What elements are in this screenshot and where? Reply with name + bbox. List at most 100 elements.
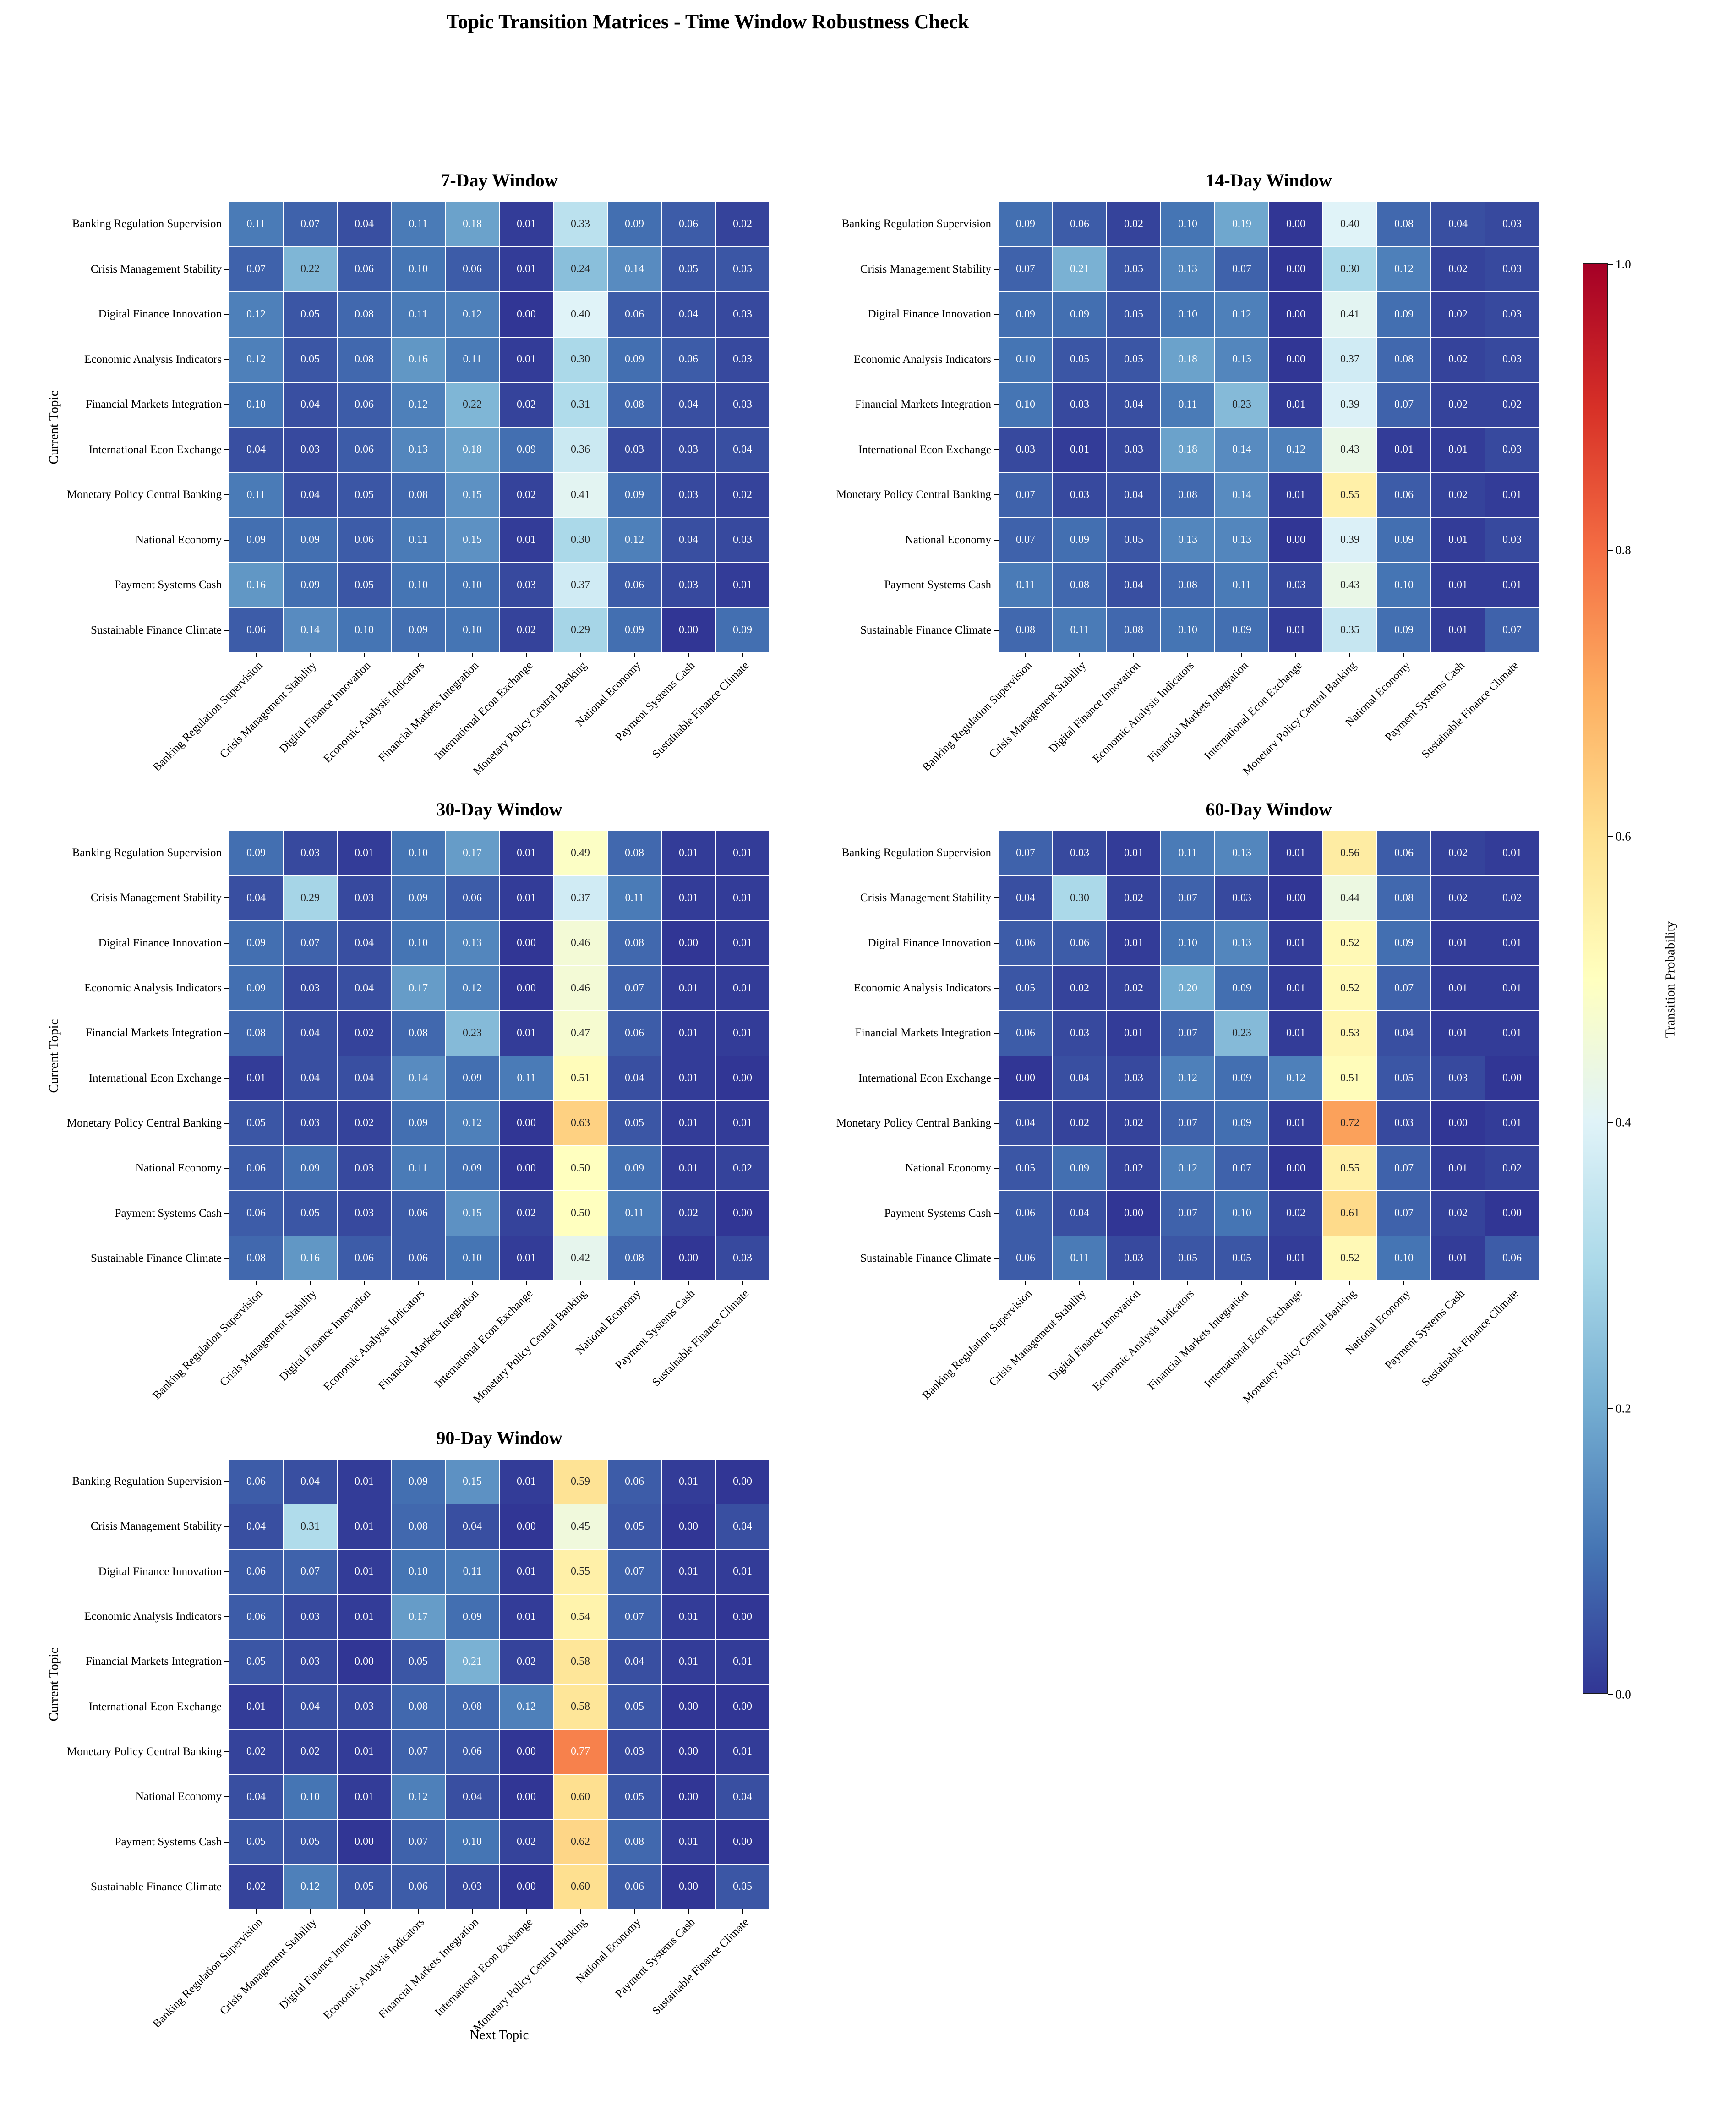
x-tick-label: Financial Markets Integration [376, 659, 481, 765]
x-tick-mark [688, 653, 689, 657]
heatmap-cell: 0.00 [337, 1819, 391, 1865]
heatmap-cell: 0.59 [553, 1459, 607, 1504]
heatmap-cell: 0.05 [1107, 517, 1161, 563]
y-tick-mark [994, 942, 999, 944]
heatmap-cell: 0.11 [445, 1549, 499, 1594]
heatmap-cell: 0.37 [553, 875, 607, 921]
heatmap-cell: 0.00 [661, 1504, 715, 1549]
heatmap-cell: 0.08 [607, 920, 661, 966]
y-tick-mark [994, 629, 999, 631]
heatmap-cell: 0.06 [607, 563, 661, 608]
heatmap-cell: 0.00 [1269, 1146, 1323, 1191]
heatmap-cell: 0.51 [1323, 1056, 1377, 1101]
x-tick-mark [418, 653, 419, 657]
heatmap-cell: 0.00 [715, 1459, 770, 1504]
y-tick-label: International Econ Exchange [88, 1072, 222, 1084]
heatmap-cell: 0.08 [607, 1236, 661, 1281]
x-tick-label: Digital Finance Innovation [1046, 1287, 1143, 1384]
heatmap-cell: 0.01 [1431, 1146, 1485, 1191]
heatmap-cell: 0.12 [229, 292, 283, 337]
heatmap-cell: 0.06 [445, 875, 499, 921]
heatmap-cell: 0.14 [391, 1056, 445, 1101]
y-tick-label: Monetary Policy Central Banking [66, 1116, 222, 1129]
heatmap-cell: 0.22 [445, 382, 499, 427]
heatmap-cell: 0.15 [445, 1191, 499, 1236]
heatmap-cell: 0.05 [1107, 292, 1161, 337]
heatmap-cell: 0.00 [499, 1504, 553, 1549]
y-tick-label: Payment Systems Cash [115, 579, 222, 591]
heatmap-cell: 0.04 [283, 472, 337, 518]
heatmap-cell: 0.04 [607, 1056, 661, 1101]
heatmap-cell: 0.06 [1377, 831, 1431, 876]
heatmap-cell: 0.05 [715, 246, 770, 292]
heatmap-cell: 0.01 [661, 1459, 715, 1504]
heatmap-cell: 0.06 [229, 1594, 283, 1640]
x-tick-mark [1133, 1281, 1134, 1285]
heatmap-cell: 0.09 [1053, 517, 1107, 563]
heatmap-cell: 0.02 [1107, 1146, 1161, 1191]
heatmap-cell: 0.07 [1161, 1100, 1215, 1146]
heatmap-cell: 0.03 [1053, 472, 1107, 518]
heatmap-cell: 0.08 [1161, 472, 1215, 518]
x-tick-mark [526, 1281, 527, 1285]
heatmap-cell: 0.01 [715, 563, 770, 608]
heatmap-cell: 0.01 [499, 1459, 553, 1504]
heatmap-cell: 0.07 [283, 202, 337, 247]
heatmap-cell: 0.08 [445, 1684, 499, 1729]
y-tick-mark [994, 314, 999, 315]
heatmap-cell: 0.01 [499, 1549, 553, 1594]
heatmap-cell: 0.05 [1215, 1236, 1269, 1281]
heatmap-cell: 0.01 [661, 831, 715, 876]
heatmap-cell: 0.02 [1053, 965, 1107, 1011]
colorbar-tick-mark [1608, 550, 1613, 551]
heatmap-cell: 0.09 [1053, 1146, 1107, 1191]
heatmap-cell: 0.02 [1485, 875, 1539, 921]
figure-title: Topic Transition Matrices - Time Window … [446, 11, 969, 33]
heatmap-cell: 0.03 [1053, 382, 1107, 427]
heatmap-cell: 0.10 [999, 382, 1053, 427]
x-tick-mark [418, 1909, 419, 1914]
heatmap-cell: 0.03 [999, 427, 1053, 472]
heatmap-cell: 0.08 [229, 1236, 283, 1281]
heatmap-cell: 0.05 [607, 1774, 661, 1820]
heatmap-cell: 0.10 [391, 831, 445, 876]
heatmap-cell: 0.01 [1269, 1236, 1323, 1281]
x-tick-label: Banking Regulation Supervision [150, 659, 265, 774]
heatmap-cell: 0.01 [1485, 472, 1539, 518]
heatmap-cell: 0.11 [607, 875, 661, 921]
colorbar-tick-mark [1608, 264, 1613, 265]
y-tick-label: Crisis Management Stability [860, 263, 991, 275]
heatmap-cell: 0.09 [229, 517, 283, 563]
heatmap-cell: 0.06 [391, 1191, 445, 1236]
x-tick-label: Digital Finance Innovation [1046, 659, 1143, 755]
heatmap-cell: 0.04 [337, 202, 391, 247]
heatmap-cell: 0.03 [1485, 517, 1539, 563]
heatmap-cell: 0.05 [283, 337, 337, 382]
heatmap-cell: 0.12 [391, 1774, 445, 1820]
x-tick-label: International Econ Exchange [432, 1916, 535, 2019]
heatmap-cell: 0.41 [1323, 292, 1377, 337]
heatmap-cell: 0.30 [1053, 875, 1107, 921]
heatmap-cell: 0.06 [391, 1864, 445, 1909]
heatmap-cell: 0.22 [283, 246, 337, 292]
heatmap-cell: 0.01 [1269, 607, 1323, 653]
y-tick-label: Sustainable Finance Climate [90, 1880, 222, 1893]
heatmap-cell: 0.09 [283, 1146, 337, 1191]
heatmap-cell: 0.13 [1215, 920, 1269, 966]
heatmap-cell: 0.08 [391, 1684, 445, 1729]
y-tick-label: Digital Finance Innovation [98, 936, 222, 949]
heatmap-grid: 0.07 0.03 0.01 0.11 0.13 0.01 0.56 0.06 0.02 0.01… [999, 831, 1539, 1281]
x-tick-mark [1079, 1281, 1080, 1285]
y-tick-label: Sustainable Finance Climate [860, 624, 991, 636]
heatmap-cell: 0.07 [283, 1549, 337, 1594]
heatmap-cell: 0.09 [391, 607, 445, 653]
colorbar-tick-label: 0.4 [1616, 1115, 1631, 1129]
heatmap-cell: 0.01 [661, 1146, 715, 1191]
heatmap-cell: 0.00 [661, 1236, 715, 1281]
heatmap-cell: 0.29 [283, 875, 337, 921]
colorbar-tick-mark [1608, 1408, 1613, 1409]
heatmap-cell: 0.01 [1269, 965, 1323, 1011]
subplot-30-day-window: 30-Day Window 0.09 0.03 0.01 0.10 0.17 0.01 0.4… [47, 799, 770, 1406]
heatmap-cell: 0.12 [1161, 1146, 1215, 1191]
heatmap-cell: 0.07 [607, 965, 661, 1011]
